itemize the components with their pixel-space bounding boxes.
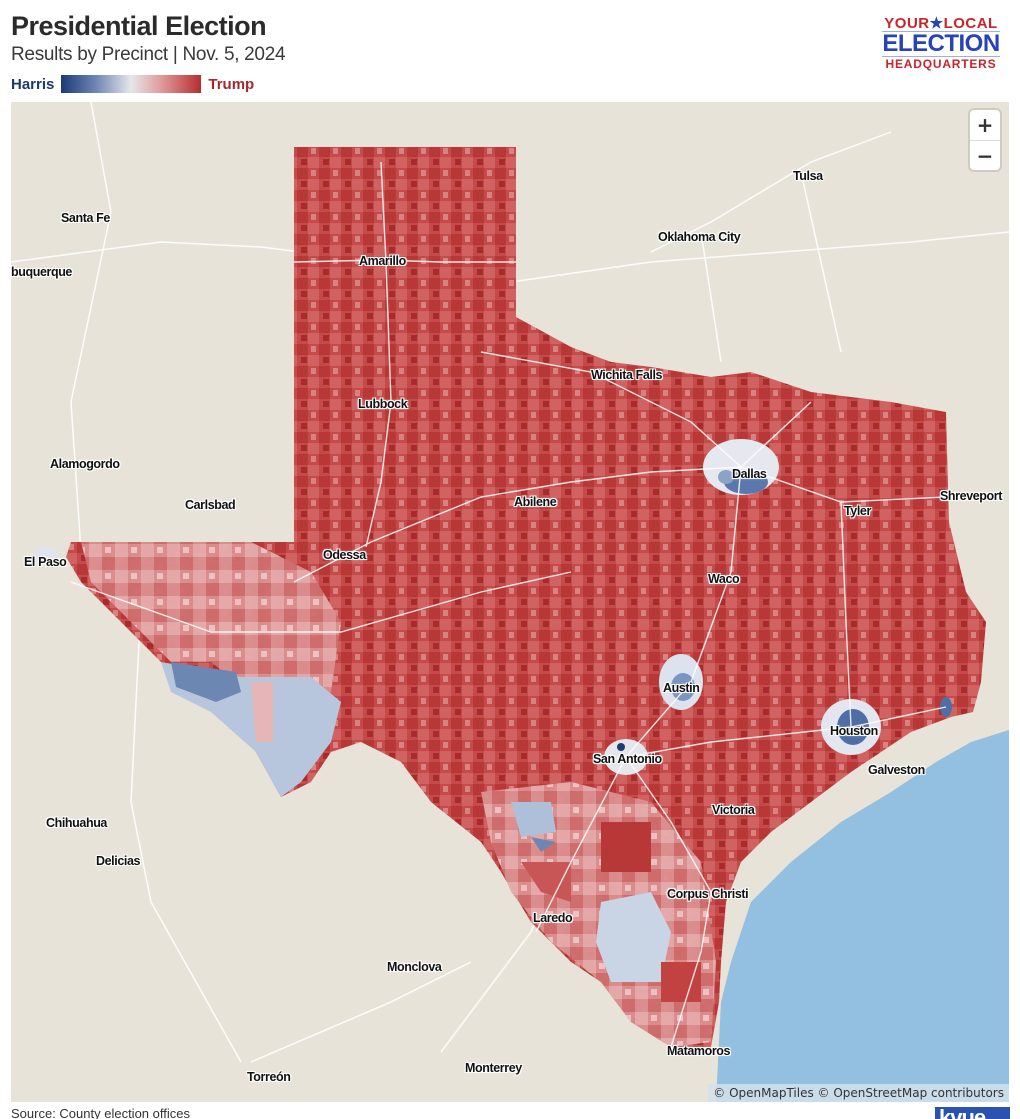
roads-layer [11,102,1009,1063]
south-texas-blue [596,892,671,982]
election-headquarters-logo: YOUR★LOCAL ELECTION HEADQUARTERS [882,16,1000,71]
city-label-waco: Waco [708,572,740,586]
zoom-out-button[interactable]: − [970,141,1000,171]
city-label-wichita-falls: Wichita Falls [591,368,663,382]
legend-label-harris: Harris [11,75,55,93]
city-label-dallas: Dallas [732,467,767,481]
city-label-lubbock: Lubbock [358,397,408,411]
city-label-el-paso: El Paso [24,555,67,569]
city-label-monclova: Monclova [387,960,442,974]
city-label-tyler: Tyler [844,504,871,518]
map-canvas[interactable] [11,102,1009,1102]
page-subtitle: Results by Precinct | Nov. 5, 2024 [11,44,286,65]
city-label-monterrey: Monterrey [465,1061,522,1075]
city-label-oklahoma-city: Oklahoma City [658,230,741,244]
city-label-corpus-christi: Corpus Christi [667,887,749,901]
logo-line-3: HEADQUARTERS [885,57,997,71]
page-title: Presidential Election [11,11,267,41]
city-label-alamogordo: Alamogordo [50,457,120,471]
legend-gradient-bar [61,75,202,93]
map-attribution[interactable]: © OpenMapTiles © OpenStreetMap contribut… [708,1084,1009,1102]
city-label-houston: Houston [830,724,878,738]
city-label-abilene: Abilene [514,495,557,509]
city-label-victoria: Victoria [712,803,755,817]
logo-line-1: YOUR★LOCAL [884,15,998,32]
city-label-torreon: Torreón [247,1070,291,1084]
city-label-delicias: Delicias [96,854,141,868]
star-icon: ★ [929,15,944,32]
texas-roads [70,161,947,1048]
color-legend: Harris Trump [11,74,1009,94]
city-label-albuquerque: buquerque [11,265,72,279]
city-label-laredo: Laredo [533,911,573,925]
city-label-chihuahua: Chihuahua [46,816,107,830]
zoom-in-button[interactable]: + [970,110,1000,140]
gulf-of-mexico [716,730,1009,1102]
city-label-tulsa: Tulsa [793,169,823,183]
city-label-santa-fe: Santa Fe [61,211,110,225]
city-label-austin: Austin [663,681,700,695]
texas-precincts[interactable] [66,147,986,1047]
header: Presidential Election Results by Precinc… [11,10,1009,100]
zoom-controls: + − [970,110,1000,170]
city-label-matamoros: Matamoros [667,1044,731,1058]
kvue-logo: kvue [935,1107,1010,1119]
zoom-divider [970,140,1000,141]
election-map[interactable]: Santa Fe buquerque Tulsa Oklahoma City A… [11,102,1009,1102]
source-note: Source: County election offices [11,1106,190,1119]
city-label-amarillo: Amarillo [359,254,406,268]
legend-label-trump: Trump [208,75,255,93]
city-label-odessa: Odessa [323,548,366,562]
city-label-shreveport: Shreveport [940,489,1002,503]
city-label-carlsbad: Carlsbad [185,498,236,512]
city-label-galveston: Galveston [868,763,925,777]
logo-line-2: ELECTION [882,30,1000,57]
city-label-san-antonio: San Antonio [593,752,662,766]
